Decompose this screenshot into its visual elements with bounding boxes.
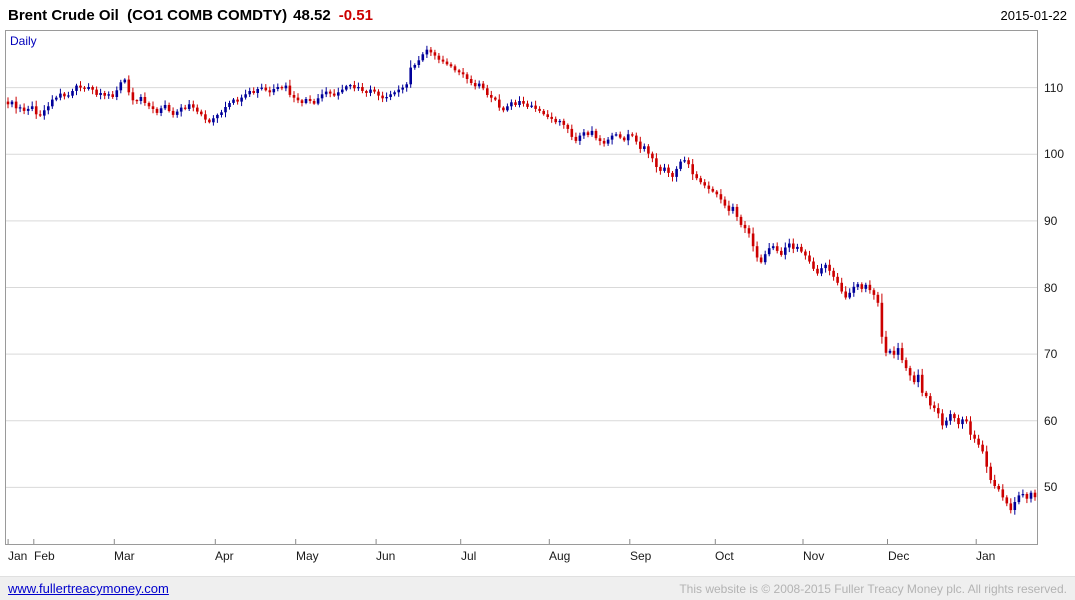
y-axis-label: 60 (1044, 414, 1058, 428)
instrument-title: Brent Crude Oil (CO1 COMB COMDTY) (8, 6, 288, 24)
y-axis-label: 50 (1044, 480, 1058, 494)
quote-date: 2015-01-22 (1000, 7, 1068, 23)
x-axis-label: Oct (715, 549, 734, 563)
x-axis-label: Jan (976, 549, 996, 563)
copyright-text: This website is © 2008-2015 Fuller Treac… (679, 581, 1067, 596)
x-axis-label: Aug (549, 549, 571, 563)
chart-plot-area (5, 30, 1038, 545)
x-axis-label: Jun (376, 549, 396, 563)
y-axis-label: 90 (1044, 214, 1058, 228)
chart-header: Brent Crude Oil (CO1 COMB COMDTY) 48.52 … (0, 0, 1075, 30)
last-price: 48.52 (293, 6, 331, 24)
x-axis-label: Sep (630, 549, 652, 563)
candlestick-chart (6, 45, 1037, 544)
x-axis-label: Feb (34, 549, 55, 563)
y-axis-label: 70 (1044, 347, 1058, 361)
price-change: -0.51 (338, 6, 373, 24)
x-axis-label: May (296, 549, 319, 563)
x-axis-label: Jul (461, 549, 477, 563)
website-link[interactable]: www.fullertreacymoney.com (8, 581, 169, 596)
x-axis-label: Jan (8, 549, 28, 563)
y-axis-label: 110 (1044, 81, 1064, 95)
y-axis-label: 100 (1044, 147, 1065, 161)
interval-label: Daily (10, 34, 37, 48)
x-axis-label: Dec (888, 549, 910, 563)
x-axis-label: Apr (215, 549, 234, 563)
x-axis-label: Nov (803, 549, 825, 563)
y-axis-label: 80 (1044, 281, 1058, 295)
footer-bar: www.fullertreacymoney.com This website i… (0, 576, 1075, 600)
x-axis-label: Mar (114, 549, 135, 563)
